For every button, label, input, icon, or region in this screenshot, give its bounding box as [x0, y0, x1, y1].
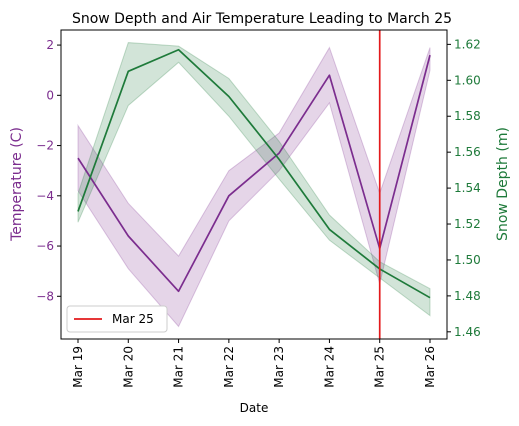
right-axis-ticks: 1.62 1.60 1.58 1.56 1.54 1.52 1.50 1.48 1.46 — [447, 37, 481, 339]
x-tick-label: Mar 25 — [373, 346, 387, 388]
right-tick-label: 1.50 — [454, 253, 481, 267]
left-tick-label: 2 — [46, 38, 54, 52]
left-tick-label: −4 — [36, 189, 54, 203]
legend-box — [66, 305, 168, 333]
x-tick-label: Mar 20 — [121, 346, 135, 388]
left-axis-ticks: 2 0 −2 −4 −6 −8 — [36, 38, 61, 303]
line-series-1 — [77, 54, 431, 293]
right-tick-label: 1.60 — [454, 73, 481, 87]
series-lines — [77, 48, 431, 299]
band-series-2 — [77, 42, 431, 317]
left-tick-label: −6 — [36, 239, 54, 253]
legend-label-mar25: Mar 25 — [112, 312, 154, 326]
x-axis-ticks: Mar 19 Mar 20 Mar 21 Mar 22 Mar 23 Mar 24 Mar … — [71, 339, 437, 388]
x-tick-label: Mar 21 — [172, 346, 186, 388]
line-series-2 — [77, 48, 431, 299]
plot-frame — [60, 29, 448, 340]
right-tick-label: 1.52 — [454, 217, 481, 231]
x-tick-label: Mar 26 — [423, 346, 437, 388]
x-tick-label: Mar 24 — [322, 346, 336, 388]
right-tick-label: 1.56 — [454, 145, 481, 159]
left-tick-label: −8 — [36, 289, 54, 303]
left-tick-label: 0 — [46, 88, 54, 102]
right-tick-label: 1.58 — [454, 109, 481, 123]
left-axis-label: Temperature (C) — [9, 127, 25, 242]
right-tick-label: 1.54 — [454, 181, 481, 195]
x-tick-label: Mar 22 — [222, 346, 236, 388]
chart-title: Snow Depth and Air Temperature Leading t… — [72, 11, 452, 27]
legend: Mar 25 — [66, 305, 168, 333]
right-tick-label: 1.62 — [454, 37, 481, 51]
x-axis-label: Date — [240, 401, 269, 415]
x-tick-label: Mar 19 — [71, 346, 85, 388]
left-tick-label: −2 — [36, 139, 54, 153]
right-tick-label: 1.46 — [454, 325, 481, 339]
right-tick-label: 1.48 — [454, 289, 481, 303]
confidence-bands — [77, 42, 431, 328]
x-tick-label: Mar 23 — [272, 346, 286, 388]
right-axis-label: Snow Depth (m) — [495, 127, 511, 241]
